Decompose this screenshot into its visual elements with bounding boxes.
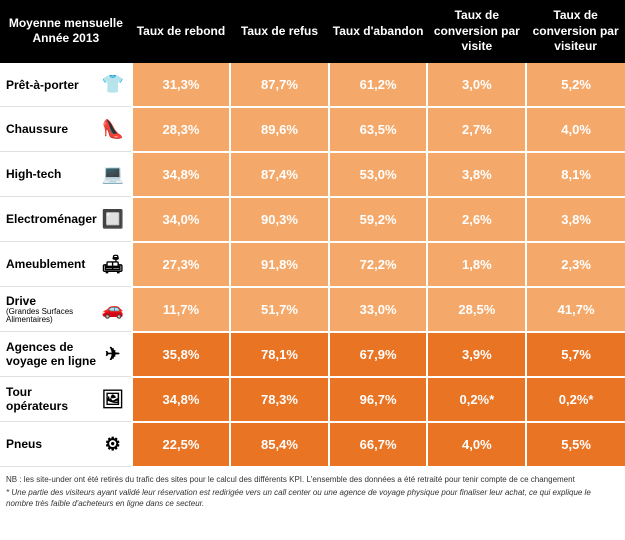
cell: 2,7% (427, 107, 526, 152)
row-label-text: Tour opérateurs (6, 385, 68, 413)
cell: 31,3% (132, 63, 231, 107)
shirt-icon: 👕 (101, 73, 125, 97)
footnote-1: NB : les site-under ont été retirés du t… (6, 474, 619, 485)
row-label: Tour opérateurs 🖼 (0, 377, 132, 422)
cell: 96,7% (329, 377, 428, 422)
cell: 28,5% (427, 287, 526, 332)
cell: 78,1% (230, 332, 329, 377)
table-row: High-tech 💻 34,8%87,4%53,0%3,8%8,1% (0, 152, 625, 197)
cell: 0,2%* (526, 377, 625, 422)
cell: 63,5% (329, 107, 428, 152)
car-icon: 🚗 (101, 297, 125, 321)
cell: 33,0% (329, 287, 428, 332)
header-col-3: Taux de conversion par visite (427, 0, 526, 63)
cell: 3,9% (427, 332, 526, 377)
cell: 22,5% (132, 422, 231, 467)
row-label-text: Ameublement (6, 257, 85, 271)
cell: 1,8% (427, 242, 526, 287)
table-header-row: Moyenne mensuelle Année 2013 Taux de reb… (0, 0, 625, 63)
cell: 72,2% (329, 242, 428, 287)
row-label: Agences de voyage en ligne✈ (0, 332, 132, 377)
cell: 2,6% (427, 197, 526, 242)
cell: 5,5% (526, 422, 625, 467)
cell: 34,0% (132, 197, 231, 242)
table-body: Prêt-à-porter👕31,3%87,7%61,2%3,0%5,2%Cha… (0, 63, 625, 467)
row-label-text: Prêt-à-porter (6, 78, 79, 92)
cell: 27,3% (132, 242, 231, 287)
row-label: High-tech 💻 (0, 152, 132, 197)
row-label-subtext: (Grandes Surfaces Alimentaires) (6, 308, 97, 324)
laptop-icon: 💻 (101, 162, 125, 186)
cell: 35,8% (132, 332, 231, 377)
cell: 28,3% (132, 107, 231, 152)
header-col-1: Taux de refus (230, 0, 329, 63)
header-col-4: Taux de conversion par visiteur (526, 0, 625, 63)
cell: 11,7% (132, 287, 231, 332)
table-row: Pneus ⚙ 22,5%85,4%66,7%4,0%5,5% (0, 422, 625, 467)
cell: 3,0% (427, 63, 526, 107)
cell: 59,2% (329, 197, 428, 242)
shoe-icon: 👠 (101, 117, 125, 141)
cell: 34,8% (132, 152, 231, 197)
cell: 3,8% (427, 152, 526, 197)
cell: 85,4% (230, 422, 329, 467)
header-col-2: Taux d'abandon (329, 0, 428, 63)
cell: 0,2%* (427, 377, 526, 422)
cell: 3,8% (526, 197, 625, 242)
row-label: Ameublement 🛋 (0, 242, 132, 287)
table-row: Ameublement 🛋 27,3%91,8%72,2%1,8%2,3% (0, 242, 625, 287)
cell: 61,2% (329, 63, 428, 107)
table-row: Electroménager 🔲 34,0%90,3%59,2%2,6%3,8% (0, 197, 625, 242)
cell: 89,6% (230, 107, 329, 152)
table-row: Agences de voyage en ligne✈35,8%78,1%67,… (0, 332, 625, 377)
row-label: Pneus ⚙ (0, 422, 132, 467)
footnotes: NB : les site-under ont été retirés du t… (0, 468, 625, 518)
cell: 51,7% (230, 287, 329, 332)
cell: 66,7% (329, 422, 428, 467)
cell: 87,4% (230, 152, 329, 197)
table-row: Drive(Grandes Surfaces Alimentaires)🚗11,… (0, 287, 625, 332)
cell: 8,1% (526, 152, 625, 197)
table-row: Tour opérateurs🖼34,8%78,3%96,7%0,2%*0,2%… (0, 377, 625, 422)
cell: 53,0% (329, 152, 428, 197)
cell: 78,3% (230, 377, 329, 422)
cell: 90,3% (230, 197, 329, 242)
row-label-text: Drive (6, 294, 36, 308)
cell: 41,7% (526, 287, 625, 332)
row-label: Chaussure 👠 (0, 107, 132, 152)
plane-icon: ✈ (101, 342, 125, 366)
cell: 4,0% (526, 107, 625, 152)
row-label-text: High-tech (6, 167, 61, 181)
sofa-icon: 🛋 (101, 252, 125, 276)
row-label: Electroménager 🔲 (0, 197, 132, 242)
cell: 5,2% (526, 63, 625, 107)
tire-icon: ⚙ (101, 432, 125, 456)
row-label-text: Pneus (6, 437, 42, 451)
footnote-2: * Une partie des visiteurs ayant validé … (6, 487, 619, 509)
table-row: Chaussure 👠 28,3%89,6%63,5%2,7%4,0% (0, 107, 625, 152)
cell: 91,8% (230, 242, 329, 287)
header-corner-line1: Moyenne mensuelle (9, 16, 123, 30)
table-row: Prêt-à-porter 👕 31,3%87,7%61,2%3,0%5,2% (0, 63, 625, 107)
appliance-icon: 🔲 (101, 207, 125, 231)
header-corner: Moyenne mensuelle Année 2013 (0, 0, 132, 63)
row-label-text: Electroménager (6, 212, 97, 226)
header-corner-line2: Année 2013 (33, 31, 100, 45)
row-label-text: Chaussure (6, 122, 68, 136)
cell: 67,9% (329, 332, 428, 377)
picture-icon: 🖼 (101, 387, 125, 411)
cell: 34,8% (132, 377, 231, 422)
cell: 4,0% (427, 422, 526, 467)
cell: 87,7% (230, 63, 329, 107)
cell: 2,3% (526, 242, 625, 287)
row-label: Prêt-à-porter 👕 (0, 63, 132, 107)
row-label: Drive(Grandes Surfaces Alimentaires)🚗 (0, 287, 132, 332)
header-col-0: Taux de rebond (132, 0, 231, 63)
cell: 5,7% (526, 332, 625, 377)
row-label-text: Agences de voyage en ligne (6, 340, 96, 368)
kpi-table: Moyenne mensuelle Année 2013 Taux de reb… (0, 0, 625, 468)
